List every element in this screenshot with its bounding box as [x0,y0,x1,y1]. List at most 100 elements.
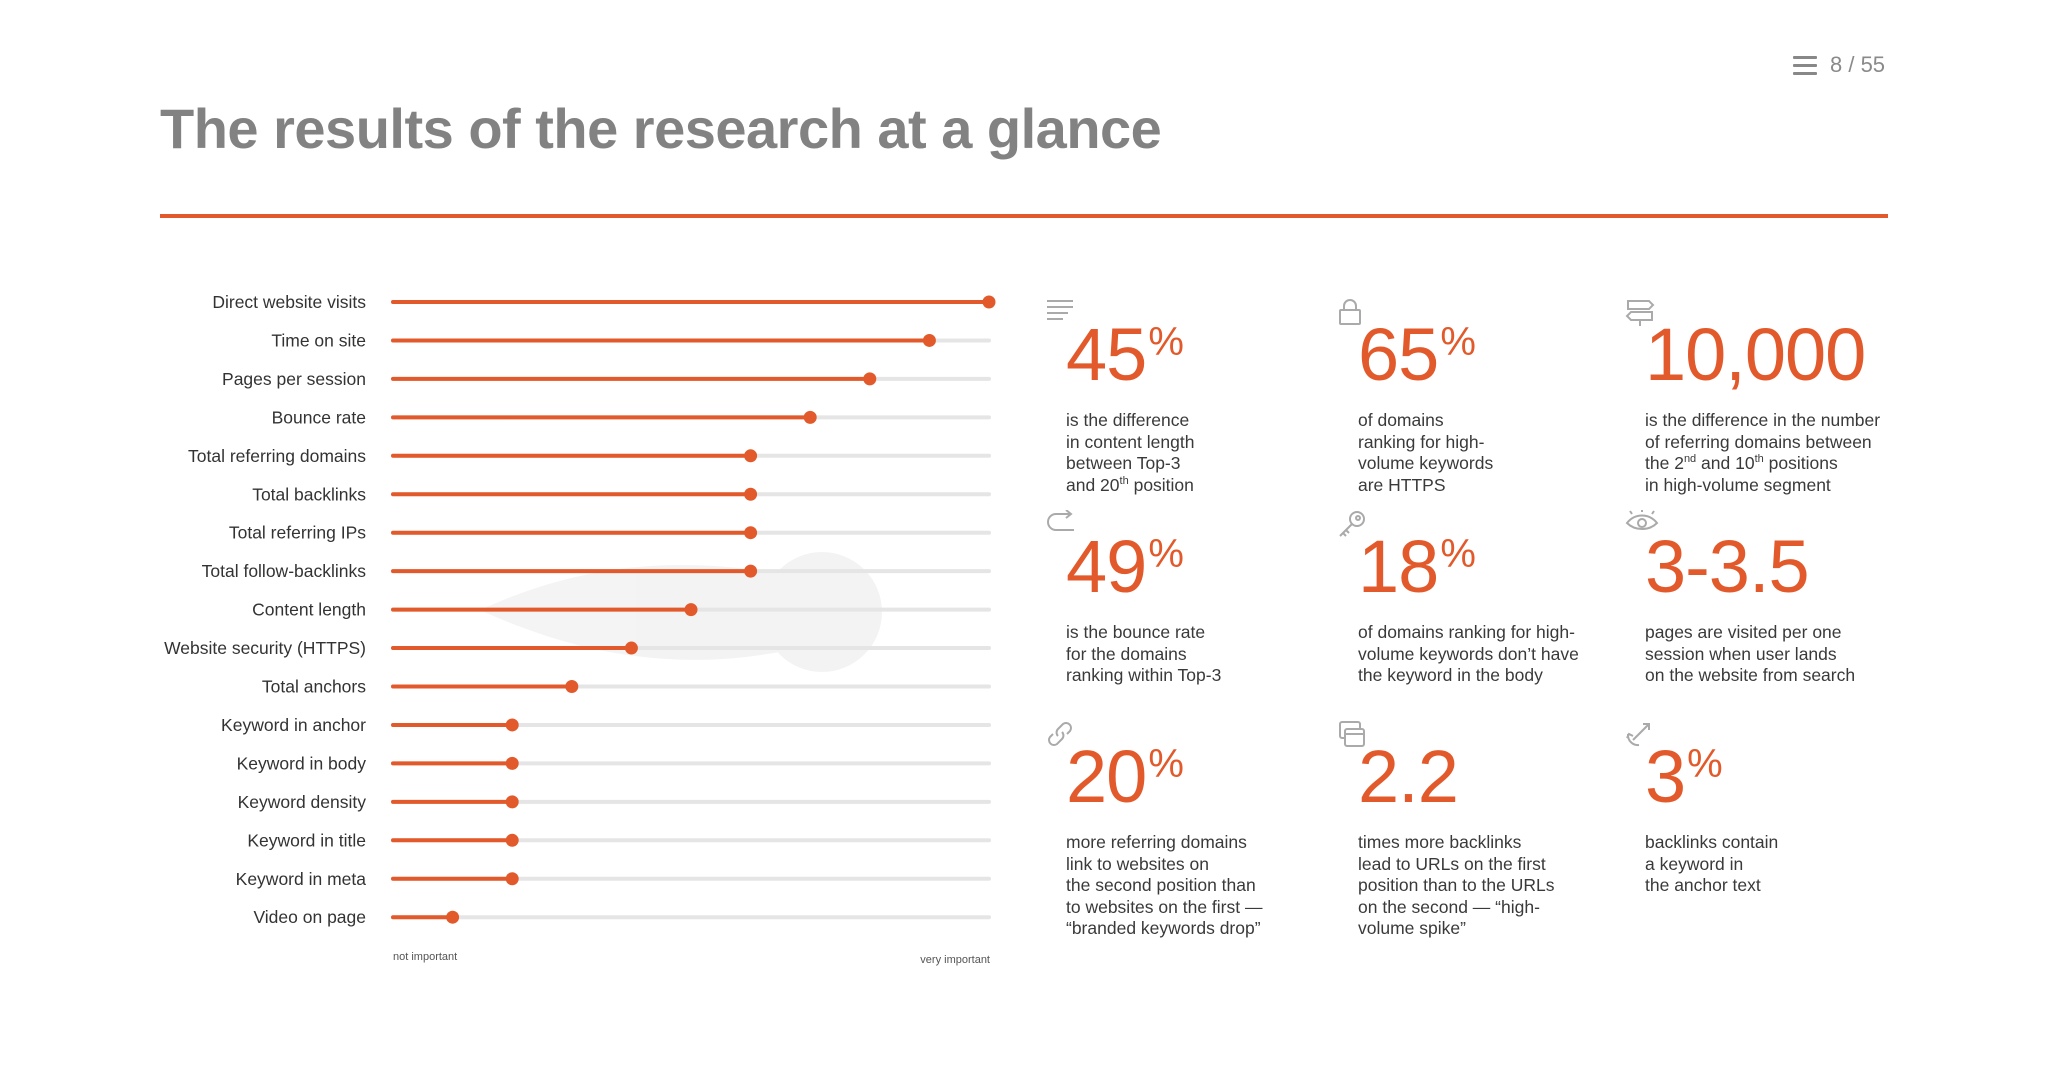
stat-value: 3-3.5 [1645,530,1895,604]
importance-dot-chart: Direct website visits Time on site Pages p… [164,292,996,966]
stat-https: 65% of domains ranking for high- volume k… [1339,299,1608,496]
chart-row: Total follow-backlinks [202,561,991,581]
stat-pages-visited: 3-3.5 pages are visited per one session w… [1625,510,1895,687]
value-dot [744,564,758,578]
chart-row: Website security (HTTPS) [164,638,991,658]
category-label: Website security (HTTPS) [164,638,366,658]
stat-keyword-body: 18% of domains ranking for high- volume k… [1339,511,1608,687]
value-dot [744,487,758,501]
value-dot [922,333,936,347]
watermark-logo [480,552,882,672]
stat-description: backlinks contain a keyword in the ancho… [1645,832,1779,895]
value-dot [744,526,758,540]
value-dot [744,449,758,463]
category-label: Keyword in meta [236,869,367,889]
chart-row: Content length [252,600,991,620]
link-icon [1046,720,1074,748]
stat-number: 3-3.5 [1645,525,1810,608]
chart-row: Direct website visits [212,292,996,312]
chart-row: Total referring domains [188,446,991,466]
stat-number: 20 [1066,735,1147,818]
chart-row: Time on site [271,330,991,350]
anchor-icon [1625,720,1653,748]
category-label: Video on page [253,907,366,927]
return-arrow-icon [1046,509,1074,538]
stat-description: of domains ranking for high- volume keyw… [1358,622,1579,685]
category-label: Keyword density [238,792,367,812]
value-dot [505,756,519,770]
stat-description: of domains ranking for high- volume keyw… [1358,410,1494,495]
stat-anchor-keyword: 3% backlinks contain a keyword in the anc… [1626,723,1895,897]
value-dot [505,718,519,732]
stat-description: is the bounce rate for the domains ranki… [1066,622,1222,685]
stat-referring-domains: 10,000 is the difference in the number of… [1625,300,1895,496]
x-axis-right-label: very important [920,954,990,966]
stat-backlinks-spike: 2.2 times more backlinks lead to URLs on … [1339,721,1608,940]
category-label: Keyword in anchor [221,715,366,735]
value-dot [684,603,698,617]
stat-bounce-rate: 49% is the bounce rate for the domains ra… [1047,509,1316,687]
value-dot [863,372,877,386]
chart-row: Bounce rate [272,407,991,427]
value-dot [505,833,519,847]
value-dot [505,795,519,809]
category-label: Time on site [271,330,366,350]
stat-suffix: % [1440,532,1476,576]
category-label: Content length [252,600,366,620]
stat-value: 45% [1066,318,1316,392]
signpost-icon [1625,298,1655,326]
text-lines-icon [1046,298,1074,326]
eye-icon [1625,510,1659,538]
chart-row: Keyword in title [247,830,991,850]
stat-value: 65% [1358,318,1608,392]
stat-description: pages are visited per one session when u… [1645,622,1856,685]
chart-row: Keyword in meta [236,869,991,889]
value-dot [505,872,519,886]
value-dot [446,910,460,924]
stat-description: is the difference in the number of refer… [1645,410,1881,495]
chart-row: Pages per session [222,369,991,389]
category-label: Total referring IPs [229,523,366,543]
stat-content-length: 45% is the difference in content length b… [1047,300,1316,496]
chart-row: Keyword density [238,792,991,812]
category-label: Total backlinks [252,484,366,504]
stat-description: times more backlinks lead to URLs on the… [1358,832,1555,938]
stat-number: 49 [1066,525,1147,608]
page-title: The results of the research at a glance [160,97,1162,160]
stat-value: 10,000 [1645,318,1895,392]
chart-row: Total referring IPs [229,523,991,543]
x-axis-left-label: not important [393,951,457,963]
stat-number: 65 [1358,313,1439,396]
stat-number: 45 [1066,313,1147,396]
menu-icon[interactable] [1793,56,1817,76]
stat-suffix: % [1148,532,1184,576]
category-label: Bounce rate [272,407,366,427]
stat-description: more referring domains link to websites … [1066,832,1263,938]
category-label: Pages per session [222,369,366,389]
category-label: Total follow-backlinks [202,561,367,581]
stat-suffix: % [1440,320,1476,364]
category-label: Total anchors [262,677,366,697]
title-divider [160,214,1888,218]
category-label: Keyword in body [237,753,367,773]
category-label: Keyword in title [247,830,366,850]
stat-number: 18 [1358,525,1439,608]
stat-description: is the difference in content length betw… [1066,410,1195,495]
stat-suffix: % [1687,742,1723,786]
stat-suffix: % [1148,742,1184,786]
value-dot [803,410,817,424]
page-counter: 8 / 55 [1830,52,1886,77]
lock-icon [1338,298,1366,326]
stat-number: 3 [1645,735,1686,818]
key-icon [1338,510,1366,538]
value-dot [565,680,579,693]
chart-row: Total backlinks [252,484,991,504]
stat-branded-drop: 20% more referring domains link to websit… [1048,722,1316,940]
category-label: Total referring domains [188,446,366,466]
stat-suffix: % [1148,320,1184,364]
stat-number: 2.2 [1358,735,1459,818]
chart-row: Keyword in anchor [221,715,991,735]
category-label: Direct website visits [212,292,366,312]
stat-value: 49% [1066,530,1316,604]
value-dot [982,295,996,309]
